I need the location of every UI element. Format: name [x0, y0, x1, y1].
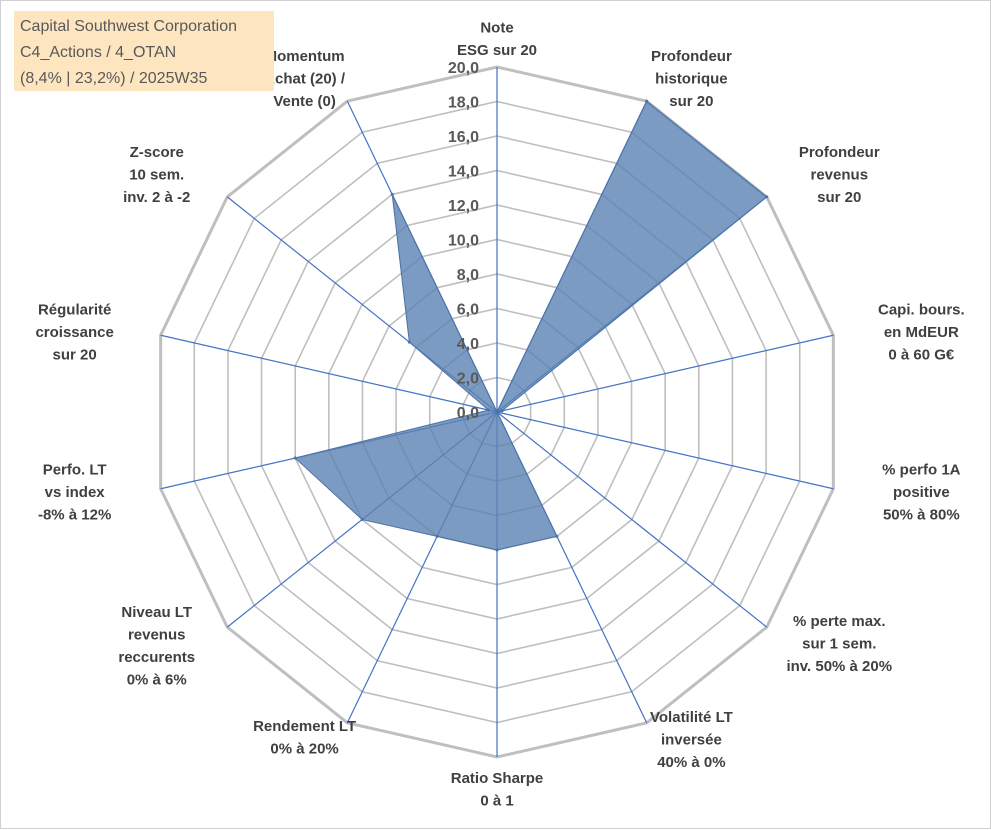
title-company: Capital Southwest Corporation [20, 18, 238, 35]
chart-title-box: Capital Southwest Corporation C4_Actions… [14, 11, 274, 91]
category-label-line: Profondeur [651, 48, 732, 65]
category-label-line: Niveau LT [121, 604, 192, 621]
category-label-line: positive [893, 484, 950, 501]
tick-label: 6,0 [457, 302, 479, 319]
category-label-line: % perfo 1A [882, 462, 961, 479]
category-label: Ratio Sharpe 0 à 1 [451, 770, 544, 810]
radar-series [293, 99, 769, 552]
tick-label: 18,0 [448, 95, 479, 112]
category-label-line: 40% à 0% [657, 754, 725, 771]
category-label-line: Capi. bours. [878, 301, 965, 318]
axis-spoke [496, 334, 834, 413]
category-label: % perfo 1A positive 50% à 80% [882, 462, 961, 524]
axis-spoke [496, 411, 834, 490]
category-label-line: Ratio Sharpe [451, 770, 544, 787]
category-label-line: 50% à 80% [883, 507, 960, 524]
category-label-line: Volatilité LT [650, 709, 733, 726]
axis-spoke [496, 411, 768, 628]
series-point [293, 456, 297, 460]
category-label: Perfo. LT vs index -8% à 12% [38, 462, 111, 524]
category-label-line: Achat (20) / [264, 71, 346, 88]
category-labels: Note ESG sur 20 Profondeur historique sur 20… [35, 20, 964, 810]
category-label-line: Perfo. LT [43, 462, 107, 479]
series-point [555, 534, 559, 538]
axis-spoke [160, 334, 498, 413]
category-label-line: sur 20 [669, 93, 713, 110]
category-label-line: 0% à 20% [270, 740, 338, 757]
tick-label: 2,0 [457, 371, 479, 388]
category-label-line: ESG sur 20 [457, 42, 537, 59]
radial-tick-labels: 0,0 2,0 4,0 6,0 8,0 10,0 12,0 14,0 16,0 18,0 20,0 [448, 60, 479, 422]
category-label: Régularité croissance sur 20 [35, 301, 113, 363]
series-point [645, 99, 649, 103]
series-point [487, 408, 491, 412]
category-label: Momentum Achat (20) / Vente (0) [264, 48, 346, 110]
category-label-line: Z-score [130, 144, 184, 161]
category-label: Note ESG sur 20 [457, 20, 537, 60]
category-label-line: inversée [661, 731, 722, 748]
series-point [495, 548, 499, 552]
category-label-line: inv. 50% à 20% [786, 658, 892, 675]
category-label-line: inv. 2 à -2 [123, 189, 190, 206]
category-label: Rendement LT 0% à 20% [253, 718, 356, 758]
category-label: Profondeur revenus sur 20 [799, 144, 880, 206]
category-label-line: sur 20 [53, 346, 97, 363]
category-label-line: Vente (0) [273, 93, 336, 110]
tick-label: 8,0 [457, 267, 479, 284]
title-category: C4_Actions / 4_OTAN [20, 44, 177, 61]
series-point [500, 409, 504, 413]
category-label-line: sur 20 [817, 189, 861, 206]
category-label-line: Note [480, 20, 513, 37]
tick-label: 0,0 [457, 405, 479, 422]
series-area [294, 100, 768, 551]
category-label-line: en MdEUR [884, 324, 959, 341]
category-label-line: Régularité [38, 301, 111, 318]
category-label-line: revenus [811, 166, 869, 183]
category-label-line: revenus [128, 627, 186, 644]
series-point [360, 518, 364, 522]
category-label-line: Rendement LT [253, 718, 356, 735]
series-point [407, 340, 411, 344]
category-label-line: 0 à 60 G€ [888, 346, 955, 363]
tick-label: 14,0 [448, 164, 479, 181]
series-point [765, 195, 769, 199]
tick-label: 10,0 [448, 233, 479, 250]
category-label-line: -8% à 12% [38, 507, 111, 524]
category-label: Volatilité LT inversée 40% à 0% [650, 709, 733, 771]
category-label: % perte max. sur 1 sem. inv. 50% à 20% [786, 613, 892, 675]
tick-label: 12,0 [448, 198, 479, 215]
category-label: Z-score 10 sem. inv. 2 à -2 [123, 144, 190, 206]
category-label-line: croissance [35, 324, 113, 341]
tick-label: 20,0 [448, 60, 479, 77]
category-label-line: 0 à 1 [480, 793, 513, 810]
category-label-line: Momentum [265, 48, 345, 65]
category-label-line: sur 1 sem. [802, 636, 876, 653]
category-label: Niveau LT revenus reccurents 0% à 6% [118, 604, 195, 689]
series-point [495, 410, 499, 414]
series-point [435, 534, 439, 538]
category-label-line: reccurents [118, 649, 195, 666]
category-label-line: Profondeur [799, 144, 880, 161]
category-label-line: historique [655, 71, 728, 88]
category-label-line: % perte max. [793, 613, 886, 630]
category-label-line: 0% à 6% [127, 672, 187, 689]
category-label: Profondeur historique sur 20 [651, 48, 732, 110]
category-label: Capi. bours. en MdEUR 0 à 60 G€ [878, 301, 965, 363]
title-stats: (8,4% | 23,2%) / 2025W35 [20, 70, 208, 87]
series-point [390, 192, 394, 196]
category-label-line: 10 sem. [129, 166, 184, 183]
tick-label: 4,0 [457, 336, 479, 353]
tick-label: 16,0 [448, 129, 479, 146]
category-label-line: vs index [45, 484, 106, 501]
